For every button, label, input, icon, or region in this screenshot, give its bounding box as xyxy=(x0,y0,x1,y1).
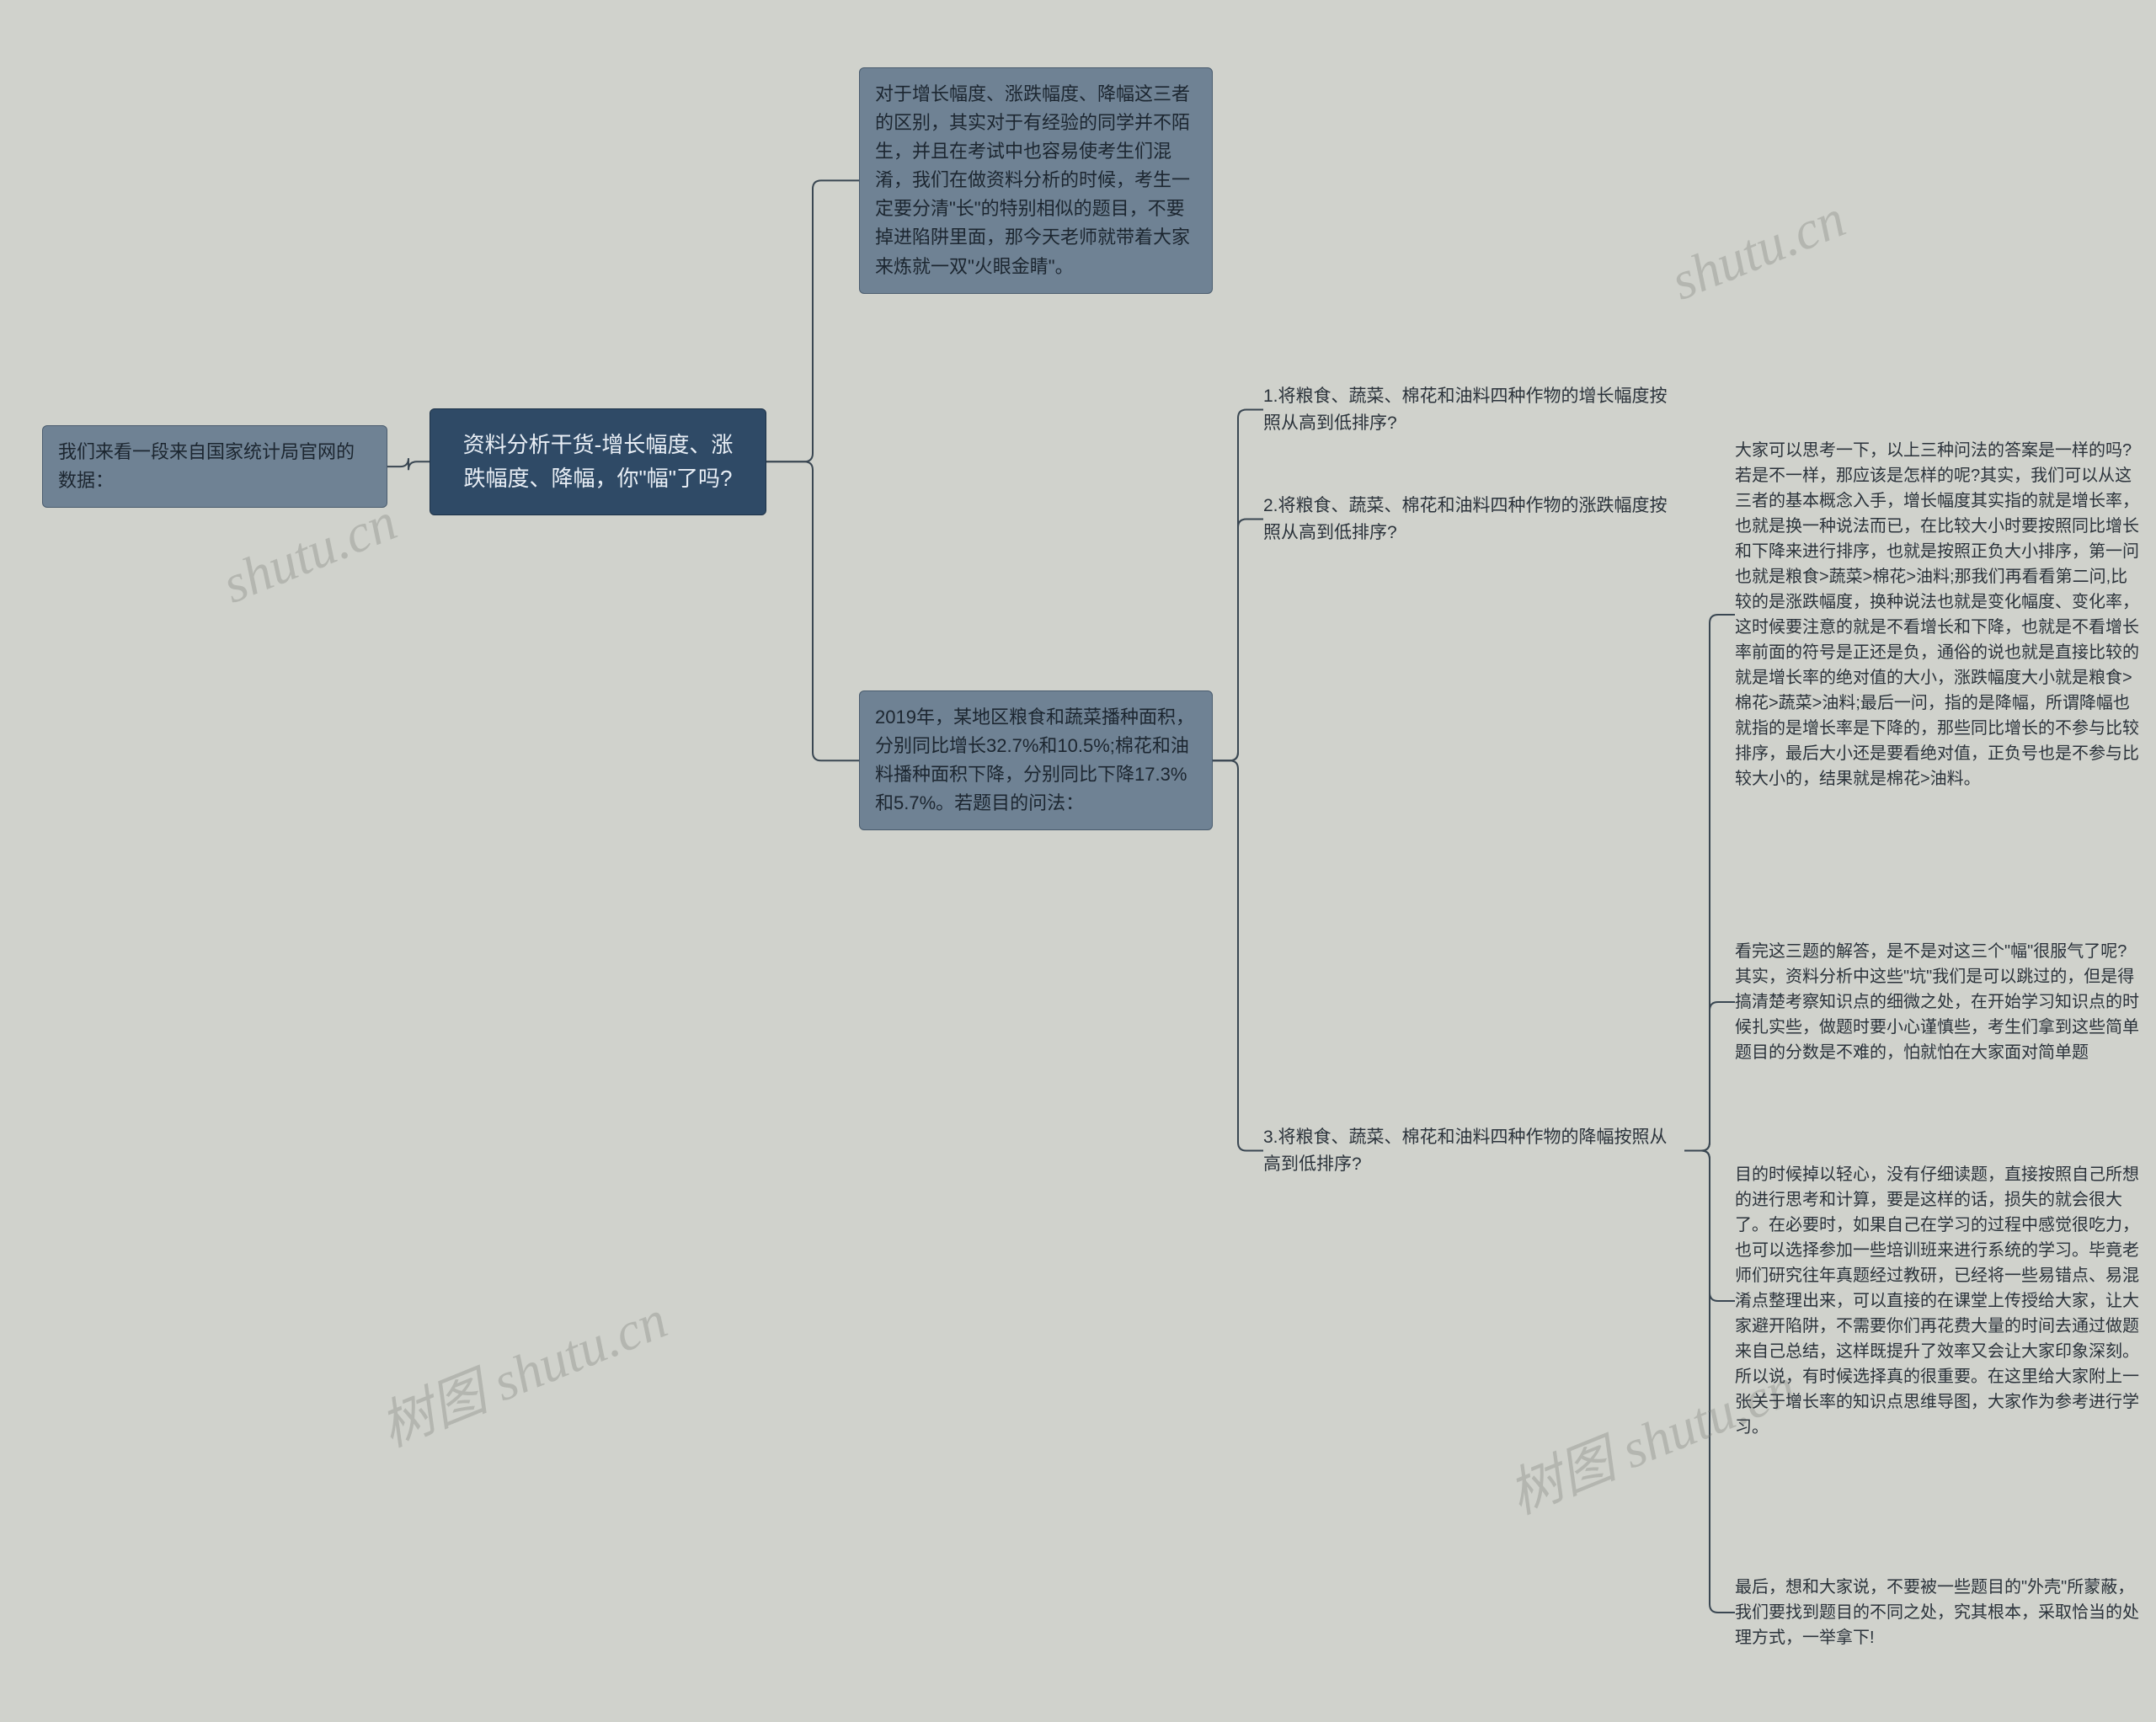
branch-node-example-text: 2019年，某地区粮食和蔬菜播种面积，分别同比增长32.7%和10.5%;棉花和… xyxy=(875,706,1194,813)
branch-node-example: 2019年，某地区粮食和蔬菜播种面积，分别同比增长32.7%和10.5%;棉花和… xyxy=(859,690,1213,830)
question-node-2: 2.将粮食、蔬菜、棉花和油料四种作物的涨跌幅度按照从高到低排序? xyxy=(1263,493,1684,546)
question-node-3-text: 3.将粮食、蔬菜、棉花和油料四种作物的降幅按照从高到低排序? xyxy=(1263,1128,1668,1174)
branch-node-intro: 对于增长幅度、涨跌幅度、降幅这三者的区别，其实对于有经验的同学并不陌生，并且在考… xyxy=(859,67,1213,294)
watermark: 树图 shutu.cn xyxy=(367,1277,676,1462)
branch-node-intro-text: 对于增长幅度、涨跌幅度、降幅这三者的区别，其实对于有经验的同学并不陌生，并且在考… xyxy=(875,83,1190,277)
answer-node-1: 大家可以思考一下，以上三种问法的答案是一样的吗?若是不一样，那应该是怎样的呢?其… xyxy=(1735,438,2139,792)
answer-node-1-text: 大家可以思考一下，以上三种问法的答案是一样的吗?若是不一样，那应该是怎样的呢?其… xyxy=(1735,441,2139,788)
context-node-text: 我们来看一段来自国家统计局官网的数据： xyxy=(58,441,355,491)
answer-node-3-text: 目的时候掉以轻心，没有仔细读题，直接按照自己所想的进行思考和计算，要是这样的话，… xyxy=(1735,1165,2139,1437)
answer-node-2-text: 看完这三题的解答，是不是对这三个"幅"很服气了呢?其实，资料分析中这些"坑"我们… xyxy=(1735,942,2139,1062)
context-node: 我们来看一段来自国家统计局官网的数据： xyxy=(42,425,387,508)
question-node-2-text: 2.将粮食、蔬菜、棉花和油料四种作物的涨跌幅度按照从高到低排序? xyxy=(1263,496,1668,542)
answer-node-4: 最后，想和大家说，不要被一些题目的"外壳"所蒙蔽，我们要找到题目的不同之处，究其… xyxy=(1735,1575,2139,1650)
watermark: shutu.cn xyxy=(214,490,405,616)
question-node-1: 1.将粮食、蔬菜、棉花和油料四种作物的增长幅度按照从高到低排序? xyxy=(1263,383,1684,436)
root-node-text: 资料分析干货-增长幅度、涨跌幅度、降幅，你"幅"了吗? xyxy=(463,432,734,491)
question-node-1-text: 1.将粮食、蔬菜、棉花和油料四种作物的增长幅度按照从高到低排序? xyxy=(1263,387,1668,433)
question-node-3: 3.将粮食、蔬菜、棉花和油料四种作物的降幅按照从高到低排序? xyxy=(1263,1124,1684,1177)
watermark: shutu.cn xyxy=(1662,187,1854,312)
answer-node-3: 目的时候掉以轻心，没有仔细读题，直接按照自己所想的进行思考和计算，要是这样的话，… xyxy=(1735,1162,2139,1440)
answer-node-4-text: 最后，想和大家说，不要被一些题目的"外壳"所蒙蔽，我们要找到题目的不同之处，究其… xyxy=(1735,1578,2139,1647)
root-node: 资料分析干货-增长幅度、涨跌幅度、降幅，你"幅"了吗? xyxy=(430,408,766,515)
answer-node-2: 看完这三题的解答，是不是对这三个"幅"很服气了呢?其实，资料分析中这些"坑"我们… xyxy=(1735,939,2139,1065)
